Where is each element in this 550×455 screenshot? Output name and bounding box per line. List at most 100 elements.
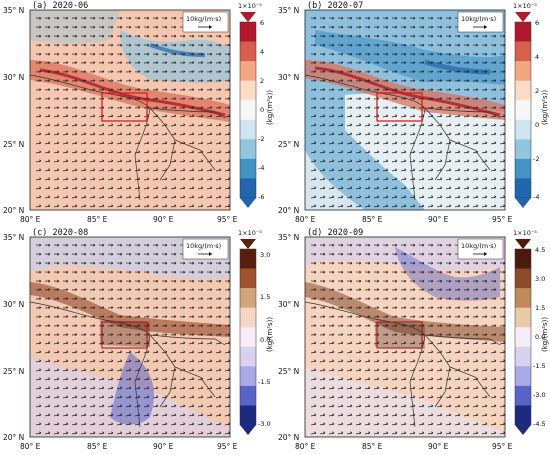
wind-arrow: [143, 70, 150, 73]
wind-arrow: [98, 52, 105, 56]
wind-arrow: [490, 279, 497, 283]
wind-arrow: [107, 431, 114, 435]
wind-arrow: [364, 186, 371, 190]
wind-arrow: [71, 404, 78, 408]
wind-arrow: [364, 16, 371, 20]
wind-arrow: [89, 386, 96, 390]
wind-arrow: [481, 333, 488, 336]
wind-arrow: [373, 315, 380, 318]
wind-arrow: [71, 341, 78, 345]
lat-label: 25° N: [3, 367, 24, 376]
wind-arrow: [382, 359, 389, 363]
wind-arrow: [44, 79, 51, 82]
wind-arrow: [391, 106, 398, 109]
wind-arrow: [62, 413, 69, 417]
wind-arrow: [143, 43, 150, 47]
wind-arrow: [134, 79, 141, 82]
wind-arrow: [490, 141, 497, 145]
wind-arrow: [337, 288, 344, 291]
wind-arrow: [134, 43, 141, 47]
wind-arrow: [71, 350, 78, 354]
wind-arrow: [53, 25, 60, 29]
wind-arrow: [463, 422, 470, 426]
wind-arrow: [427, 79, 434, 82]
wind-arrow: [328, 324, 335, 327]
wind-arrow: [206, 422, 213, 426]
wind-arrow: [152, 132, 159, 136]
wind-arrow: [116, 279, 123, 283]
wind-arrow: [418, 141, 425, 145]
wind-arrow: [170, 404, 177, 408]
wind-arrow: [197, 34, 204, 38]
wind-arrow: [179, 341, 186, 345]
wind-arrow: [463, 114, 470, 118]
wind-arrow: [472, 123, 479, 127]
wind-arrow: [391, 270, 398, 274]
wind-arrow: [53, 413, 60, 417]
wind-arrow: [490, 186, 497, 190]
wind-arrow: [197, 168, 204, 172]
wind-arrow: [427, 97, 434, 100]
wind-arrow: [364, 106, 371, 109]
colorbar-tick: -1.5: [533, 362, 546, 370]
wind-arrow: [98, 88, 105, 91]
wind-arrow: [409, 106, 416, 109]
wind-arrow: [179, 88, 186, 91]
wind-arrow: [310, 350, 317, 354]
wind-arrow: [116, 315, 123, 318]
wind-arrow: [44, 97, 51, 100]
wind-arrow: [125, 261, 132, 265]
wind-arrow: [206, 297, 213, 300]
wind-arrow: [161, 270, 168, 274]
wind-arrow: [355, 79, 362, 82]
wind-arrow: [427, 359, 434, 363]
wind-arrow: [319, 88, 326, 91]
wind-arrow: [80, 88, 87, 91]
wind-arrow: [35, 70, 42, 73]
wind-arrow: [53, 43, 60, 47]
wind-arrow: [328, 25, 335, 29]
wind-arrow: [373, 404, 380, 408]
wind-arrow: [53, 324, 60, 327]
wind-arrow: [391, 306, 398, 309]
wind-arrow: [436, 204, 443, 208]
wind-arrow: [346, 141, 353, 145]
wind-arrow: [134, 431, 141, 435]
wind-arrow: [125, 386, 132, 390]
wind-arrow: [188, 43, 195, 47]
wind-arrow: [328, 123, 335, 127]
wind-arrow: [125, 243, 132, 247]
wind-arrow: [481, 106, 488, 109]
wind-arrow: [98, 25, 105, 29]
precip-field: [305, 30, 505, 210]
wind-arrow: [337, 279, 344, 283]
wind-arrow: [373, 168, 380, 172]
wind-arrow: [310, 141, 317, 145]
wind-arrow: [143, 315, 150, 318]
wind-arrow: [427, 159, 434, 163]
wind-arrow: [454, 106, 461, 109]
wind-arrow: [355, 341, 362, 345]
wind-arrow: [364, 34, 371, 38]
wind-arrow: [481, 195, 488, 199]
wind-arrow: [197, 114, 204, 118]
wind-arrow: [436, 70, 443, 73]
wind-arrow: [328, 168, 335, 172]
wind-arrow: [400, 106, 407, 109]
colorbar-tick: -3.0: [533, 391, 546, 399]
wind-arrow: [125, 79, 132, 82]
wind-arrow: [310, 306, 317, 309]
wind-arrow: [107, 114, 114, 118]
lat-label: 35° N: [3, 233, 24, 242]
wind-arrow: [152, 386, 159, 390]
wind-arrow: [391, 386, 398, 390]
wind-arrow: [71, 25, 78, 29]
wind-arrow: [62, 150, 69, 154]
wind-arrow: [337, 150, 344, 154]
scale-box: 10kg/(m·s): [457, 11, 504, 33]
wind-arrow: [337, 306, 344, 309]
wind-arrow: [436, 306, 443, 309]
wind-arrow: [53, 297, 60, 300]
colorbar-tick: -4: [258, 164, 264, 172]
wind-arrow: [62, 422, 69, 426]
